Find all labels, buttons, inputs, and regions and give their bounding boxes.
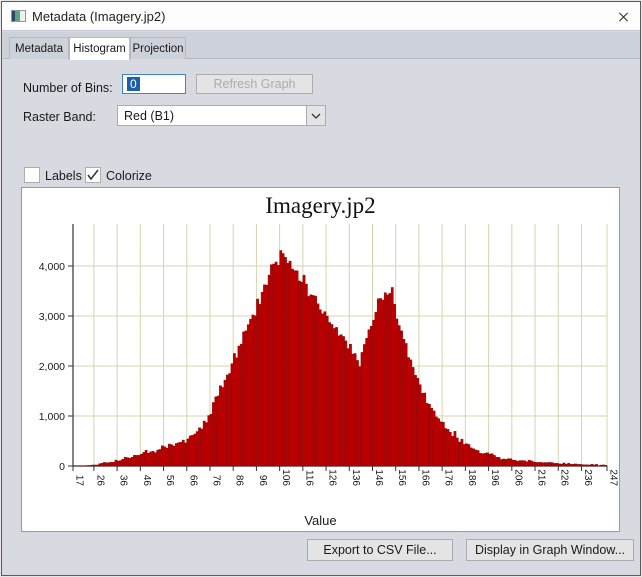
svg-text:146: 146 — [373, 469, 384, 486]
svg-text:56: 56 — [164, 475, 175, 487]
svg-text:66: 66 — [187, 475, 198, 487]
svg-text:166: 166 — [419, 469, 430, 486]
svg-text:46: 46 — [141, 475, 152, 487]
svg-text:236: 236 — [582, 469, 593, 486]
svg-text:17: 17 — [74, 475, 85, 487]
svg-text:1,000: 1,000 — [39, 411, 65, 423]
svg-text:106: 106 — [280, 469, 291, 486]
svg-text:156: 156 — [396, 469, 407, 486]
svg-text:116: 116 — [303, 470, 314, 486]
svg-text:3,000: 3,000 — [39, 311, 65, 323]
svg-text:2,000: 2,000 — [39, 361, 65, 373]
svg-text:247: 247 — [608, 469, 619, 486]
svg-text:86: 86 — [234, 475, 245, 487]
svg-text:96: 96 — [257, 475, 268, 487]
svg-text:136: 136 — [350, 469, 361, 486]
svg-text:176: 176 — [443, 469, 454, 486]
svg-text:4,000: 4,000 — [39, 261, 65, 273]
svg-text:126: 126 — [327, 469, 338, 486]
svg-text:196: 196 — [489, 469, 500, 486]
svg-text:206: 206 — [512, 469, 523, 486]
svg-text:36: 36 — [118, 475, 129, 487]
svg-text:226: 226 — [559, 469, 570, 486]
svg-text:0: 0 — [59, 461, 65, 473]
svg-text:216: 216 — [536, 469, 547, 486]
svg-text:186: 186 — [466, 469, 477, 486]
svg-text:26: 26 — [94, 475, 105, 487]
svg-text:76: 76 — [210, 475, 221, 487]
